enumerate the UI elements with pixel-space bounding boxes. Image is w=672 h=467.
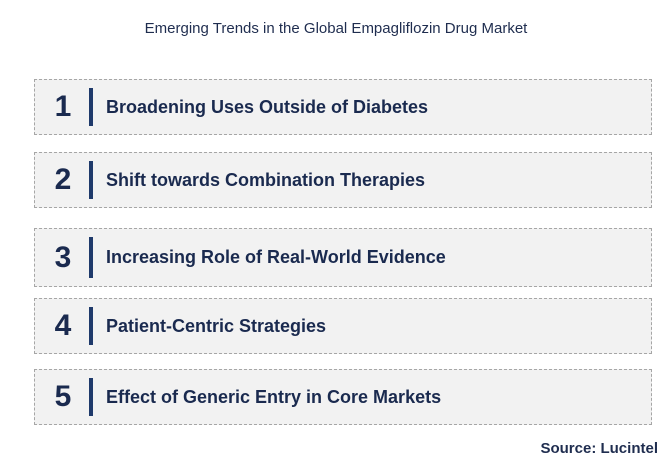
trend-number: 5: [54, 380, 72, 413]
trend-item-5: 5 Effect of Generic Entry in Core Market…: [34, 369, 652, 425]
trend-label: Increasing Role of Real-World Evidence: [106, 247, 446, 267]
trend-label: Effect of Generic Entry in Core Markets: [106, 386, 442, 407]
accent-bar: [89, 237, 93, 278]
trend-label: Broadening Uses Outside of Diabetes: [106, 96, 429, 117]
diagram-title: Emerging Trends in the Global Empagliflo…: [144, 20, 528, 37]
trend-label: Shift towards Combination Therapies: [106, 169, 426, 190]
trend-number: 3: [54, 240, 72, 274]
trend-number: 1: [54, 90, 72, 123]
trend-number: 2: [54, 163, 72, 196]
trend-item-4: 4 Patient-Centric Strategies: [34, 298, 652, 354]
trend-label: Patient-Centric Strategies: [106, 315, 327, 336]
trend-item-3: 3 Increasing Role of Real-World Evidence: [34, 228, 652, 287]
trend-item-1: 1 Broadening Uses Outside of Diabetes: [34, 79, 652, 135]
accent-bar: [89, 161, 93, 199]
trend-item-2: 2 Shift towards Combination Therapies: [34, 152, 652, 208]
accent-bar: [89, 378, 93, 416]
accent-bar: [89, 88, 93, 126]
source-credit: Source: Lucintel: [540, 440, 658, 457]
accent-bar: [89, 307, 93, 345]
trend-number: 4: [54, 309, 72, 342]
